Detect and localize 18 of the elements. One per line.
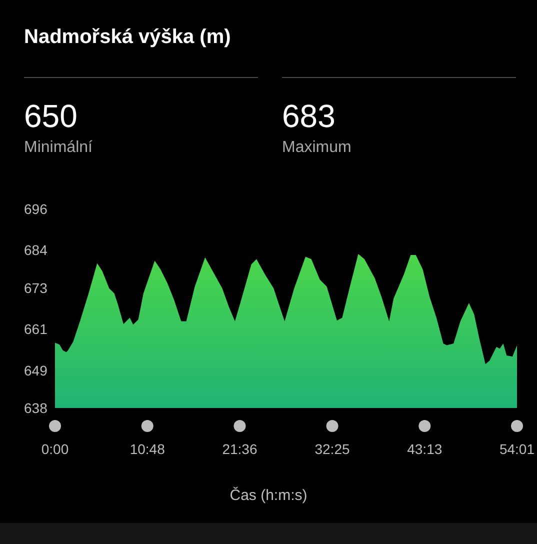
x-axis-title: Čas (h:m:s) (228, 487, 308, 504)
chart-title: Nadmořská výška (m) (24, 26, 231, 49)
y-tick-label: 649 (24, 362, 48, 378)
x-tick-label: 0:00 (41, 441, 69, 457)
x-tick-label: 43:13 (407, 441, 442, 457)
x-tick-label: 21:36 (222, 441, 258, 457)
y-tick-label: 684 (24, 242, 48, 258)
y-tick-label: 661 (24, 321, 48, 338)
y-tick-label: 673 (24, 280, 48, 296)
x-tick-label: 54:01 (499, 441, 535, 457)
text: Minimální (24, 139, 94, 157)
x-tick-label: 32:25 (314, 441, 350, 457)
x-tick-label: 10:48 (130, 441, 166, 457)
text: 650 (24, 97, 78, 135)
text: Maximum (282, 139, 352, 157)
text: 683 (282, 97, 336, 135)
y-tick-label: 638 (24, 400, 48, 416)
y-tick-label: 696 (24, 201, 48, 217)
